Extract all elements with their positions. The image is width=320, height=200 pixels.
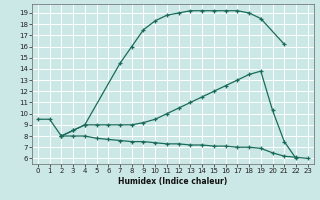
X-axis label: Humidex (Indice chaleur): Humidex (Indice chaleur)	[118, 177, 228, 186]
